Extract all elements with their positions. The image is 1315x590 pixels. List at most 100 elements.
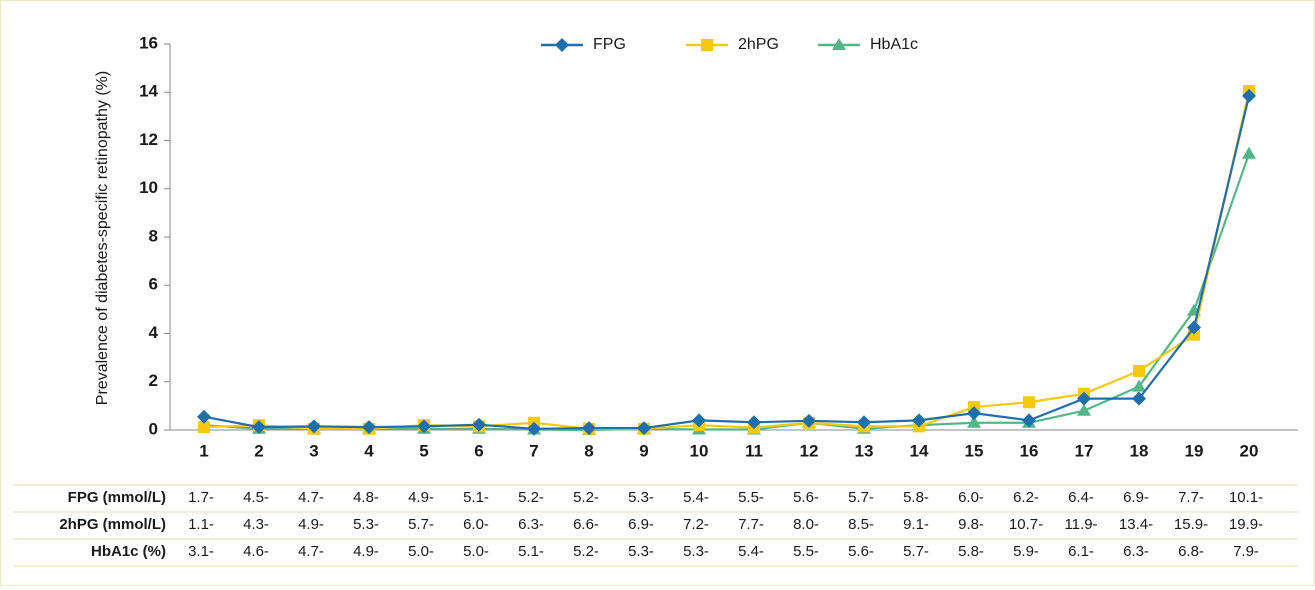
x-tick-label: 11 [745,441,763,460]
x-tick-label: 8 [584,441,593,460]
data-point [967,415,981,428]
table-cell: 4.5- [243,489,269,506]
table-cell: 5.3- [628,543,654,560]
x-tick-label: 6 [474,441,483,460]
table-cell: 11.9- [1064,516,1097,533]
table-cell: 6.0- [958,489,984,506]
table-cell: 7.7- [738,516,764,533]
table-cell: 3.1- [188,543,214,560]
data-point [307,419,321,434]
table-cell: 5.4- [683,489,709,506]
data-point [857,415,871,430]
legend-label: FPG [593,36,626,53]
table-cell: 5.6- [793,489,819,506]
data-point [1242,146,1256,159]
x-tick-label: 1 [199,441,208,460]
table-cell: 4.9- [298,516,324,533]
table-cell: 5.0- [408,543,434,560]
table-cell: 4.6- [243,543,269,560]
series-line [203,95,1251,430]
legend-marker [832,38,846,50]
series-line [203,153,1251,432]
table-cell: 15.9- [1174,516,1208,533]
data-point [747,415,761,430]
data-point [197,409,211,424]
data-point [1077,391,1091,406]
table-cell: 6.6- [573,516,599,533]
table-cell: 6.8- [1178,543,1204,560]
y-axis-label: Prevalence of diabetes-specific retinopa… [94,71,111,405]
table-cell: 5.3- [628,489,654,506]
table-cell: 5.2- [573,543,599,560]
y-tick-label: 6 [149,275,158,294]
table-cell: 5.0- [463,543,489,560]
table-cell: 19.9- [1229,516,1263,533]
table-cell: 8.5- [848,516,874,533]
data-point [362,420,376,435]
y-tick-label: 16 [139,33,158,52]
x-tick-label: 4 [364,441,374,460]
y-tick-label: 10 [139,178,158,197]
data-point [1187,320,1201,335]
table-cell: 9.1- [903,516,929,533]
table-cell: 6.4- [1068,489,1094,506]
y-tick-label: 0 [149,419,158,438]
table-cell: 5.3- [683,543,709,560]
table-row-label: FPG (mmol/L) [68,489,166,506]
y-tick-label: 12 [139,130,158,149]
data-point [252,420,266,435]
x-tick-label: 7 [529,441,538,460]
data-point [527,421,541,436]
y-tick-label: 2 [149,371,158,390]
data-point [637,421,651,436]
data-point [1077,403,1091,416]
data-point [472,417,486,432]
table-cell: 4.7- [298,489,324,506]
data-point [692,413,706,428]
table-cell: 6.9- [1123,489,1149,506]
x-tick-label: 13 [855,441,874,460]
table-cell: 5.6- [848,543,874,560]
table-cell: 4.9- [408,489,434,506]
table-cell: 6.2- [1013,489,1039,506]
table-cell: 8.0- [793,516,819,533]
data-point [1133,364,1145,377]
table-cell: 1.7- [188,489,214,506]
data-point [417,419,431,434]
table-cell: 7.9- [1233,543,1259,560]
table-cell: 5.3- [353,516,379,533]
data-point [912,413,926,428]
table-cell: 5.2- [573,489,599,506]
y-tick-label: 4 [149,323,159,342]
table-cell: 6.3- [1123,543,1149,560]
table-cell: 5.7- [903,543,929,560]
table-cell: 5.5- [738,489,764,506]
x-tick-label: 12 [800,441,819,460]
table-cell: 4.7- [298,543,324,560]
x-tick-label: 5 [419,441,428,460]
table-cell: 4.8- [353,489,379,506]
table-cell: 5.8- [903,489,929,506]
table-cell: 4.3- [243,516,269,533]
table-row-label: HbA1c (%) [91,543,166,560]
table-row-label: 2hPG (mmol/L) [59,516,166,533]
table-cell: 7.7- [1178,489,1204,506]
x-tick-label: 19 [1185,441,1204,460]
table-cell: 6.3- [518,516,544,533]
data-point [1132,391,1146,406]
data-point [802,413,816,428]
table-cell: 5.1- [463,489,489,506]
table-cell: 5.5- [793,543,819,560]
table-cell: 10.7- [1009,516,1043,533]
legend-label: HbA1c [870,36,918,53]
x-tick-label: 15 [965,441,984,460]
y-tick-label: 8 [149,226,158,245]
legend-marker [555,38,569,52]
table-cell: 5.8- [958,543,984,560]
x-tick-label: 10 [690,441,709,460]
x-tick-label: 17 [1075,441,1094,460]
table-cell: 6.1- [1068,543,1094,560]
table-cell: 13.4- [1119,516,1153,533]
x-tick-label: 16 [1020,441,1039,460]
x-tick-label: 3 [309,441,318,460]
